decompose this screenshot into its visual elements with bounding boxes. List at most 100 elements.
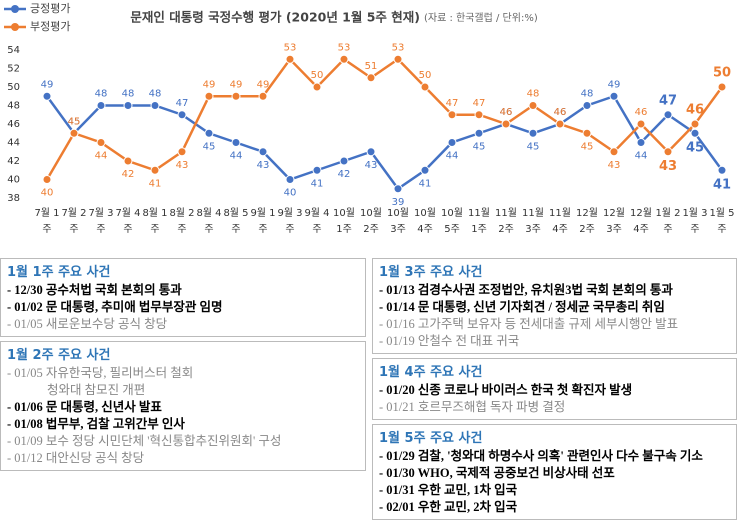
x-tick-label: 10월 1주 bbox=[333, 208, 355, 235]
y-tick-label: 40 bbox=[7, 175, 20, 186]
data-label: 41 bbox=[149, 178, 162, 189]
y-tick-label: 44 bbox=[7, 138, 20, 149]
data-label: 47 bbox=[176, 98, 189, 109]
event-item: - 01/20 신종 코로나 바이러스 한국 첫 확진자 발생 bbox=[379, 383, 633, 397]
data-point bbox=[123, 156, 133, 166]
data-point bbox=[447, 138, 457, 147]
data-label: 50 bbox=[713, 66, 731, 81]
y-tick-label: 46 bbox=[7, 119, 20, 130]
data-point bbox=[339, 54, 349, 64]
x-tick-label: 7월 4주 bbox=[115, 208, 141, 235]
data-point bbox=[420, 165, 430, 175]
data-label: 53 bbox=[338, 42, 351, 53]
data-label: 46 bbox=[554, 107, 567, 118]
series-line bbox=[45, 94, 724, 191]
x-tick-label: 7월 1주 bbox=[34, 208, 60, 235]
series-line bbox=[45, 57, 724, 181]
event-item: - 01/05 새로운보수당 공식 창당 bbox=[7, 317, 168, 331]
data-point bbox=[231, 91, 241, 101]
data-label: 49 bbox=[230, 79, 243, 90]
data-label: 46 bbox=[635, 107, 648, 118]
x-tick-label: 8월 5주 bbox=[223, 208, 249, 235]
data-label: 45 bbox=[203, 141, 216, 152]
page: {"chart_data": {"type": "line", "title":… bbox=[0, 2, 737, 520]
data-label: 50 bbox=[311, 70, 324, 81]
data-point bbox=[447, 110, 457, 120]
legend-label: 부정평가 bbox=[30, 20, 70, 33]
data-point bbox=[96, 101, 106, 110]
chart-title: 문재인 대통령 국정수행 평가 (2020년 1월 5주 현재) bbox=[130, 10, 420, 25]
chart: 문재인 대통령 국정수행 평가 (2020년 1월 5주 현재) (자료 : 한… bbox=[4, 2, 731, 208]
event-item: - 01/19 안철수 전 대표 귀국 bbox=[379, 334, 520, 348]
event-item: - 01/05 자유한국당, 필리버스터 철회 bbox=[7, 366, 194, 380]
legend-marker bbox=[11, 23, 19, 31]
x-tick-label: 8월 2주 bbox=[169, 208, 195, 235]
data-point bbox=[366, 73, 376, 83]
data-point bbox=[177, 147, 187, 157]
x-tick-label: 11월 1주 bbox=[468, 208, 490, 235]
data-point bbox=[420, 82, 430, 92]
data-label: 49 bbox=[257, 79, 270, 90]
event-item: - 01/29 검찰, '청와대 하명수사 의혹' 관련인사 다수 불구속 기소 bbox=[379, 449, 703, 463]
legend-label: 긍정평가 bbox=[30, 2, 70, 15]
event-item: - 01/13 검경수사권 조정법안, 유치원3법 국회 본회의 통과 bbox=[379, 283, 673, 297]
event-item: - 01/21 호르무즈해협 독자 파병 결정 bbox=[379, 400, 566, 414]
event-item: - 01/02 문 대통령, 추미애 법무부장관 임명 bbox=[7, 300, 223, 314]
data-label: 39 bbox=[392, 197, 405, 208]
event-item: - 01/08 법무부, 검찰 고위간부 인사 bbox=[7, 417, 185, 431]
event-item: - 01/14 문 대통령, 신년 기자회견 / 정세균 국무총리 취임 bbox=[379, 300, 665, 314]
event-item: - 01/09 보수 정당 시민단체 '혁신통합추진위원회' 구성 bbox=[7, 434, 282, 448]
data-label: 40 bbox=[284, 188, 297, 199]
data-label: 45 bbox=[68, 116, 81, 127]
data-point bbox=[393, 54, 403, 64]
data-point bbox=[690, 128, 700, 138]
data-label: 48 bbox=[149, 89, 162, 100]
events-right: 1월 3주 주요 사건 - 01/13 검경수사권 조정법안, 유치원3법 국회 … bbox=[372, 258, 737, 524]
data-label: 43 bbox=[257, 160, 270, 171]
x-tick-label: 1월 5주 bbox=[709, 208, 735, 235]
event-title: 1월 3주 주요 사건 bbox=[379, 265, 483, 280]
data-point bbox=[42, 175, 52, 184]
data-label: 43 bbox=[365, 160, 378, 171]
y-tick-label: 54 bbox=[7, 45, 20, 56]
data-label: 49 bbox=[203, 79, 216, 90]
event-title: 1월 1주 주요 사건 bbox=[7, 265, 111, 280]
data-point bbox=[150, 101, 160, 110]
x-tick-label: 8월 4주 bbox=[196, 208, 222, 235]
y-tick-label: 38 bbox=[7, 193, 20, 204]
data-label: 45 bbox=[473, 141, 486, 152]
data-point bbox=[258, 91, 268, 101]
data-point bbox=[231, 138, 241, 147]
data-label: 41 bbox=[311, 178, 324, 189]
event-title: 1월 4주 주요 사건 bbox=[379, 365, 483, 380]
data-label: 46 bbox=[554, 107, 567, 118]
data-label: 45 bbox=[527, 141, 540, 152]
data-point bbox=[123, 101, 133, 110]
data-point bbox=[96, 138, 106, 147]
data-point bbox=[474, 110, 484, 120]
data-point bbox=[609, 91, 619, 101]
data-point bbox=[582, 101, 592, 110]
data-label: 48 bbox=[95, 89, 108, 100]
x-tick-label: 11월 4주 bbox=[549, 208, 571, 235]
event-item: - 01/31 우한 교민, 1차 입국 bbox=[379, 483, 518, 497]
x-tick-label: 12월 3주 bbox=[603, 208, 625, 235]
x-tick-label: 9월 3주 bbox=[277, 208, 303, 235]
data-point bbox=[339, 156, 349, 166]
data-label: 42 bbox=[338, 169, 351, 180]
y-tick-label: 50 bbox=[7, 82, 20, 93]
data-label: 47 bbox=[473, 98, 486, 109]
data-label: 43 bbox=[176, 160, 189, 171]
legend-marker bbox=[11, 5, 19, 13]
data-point bbox=[663, 110, 673, 120]
data-point bbox=[690, 119, 700, 129]
data-point bbox=[312, 165, 322, 175]
data-label: 47 bbox=[659, 93, 677, 108]
x-tick-label: 11월 3주 bbox=[522, 208, 544, 235]
x-tick-label: 1월 3주 bbox=[682, 208, 708, 235]
data-point bbox=[609, 147, 619, 157]
data-label: 46 bbox=[500, 107, 513, 118]
x-tick-label: 10월 5주 bbox=[441, 208, 463, 235]
event-item: - 02/01 우한 교민, 2차 입국 bbox=[379, 500, 518, 514]
data-label: 46 bbox=[500, 107, 513, 118]
